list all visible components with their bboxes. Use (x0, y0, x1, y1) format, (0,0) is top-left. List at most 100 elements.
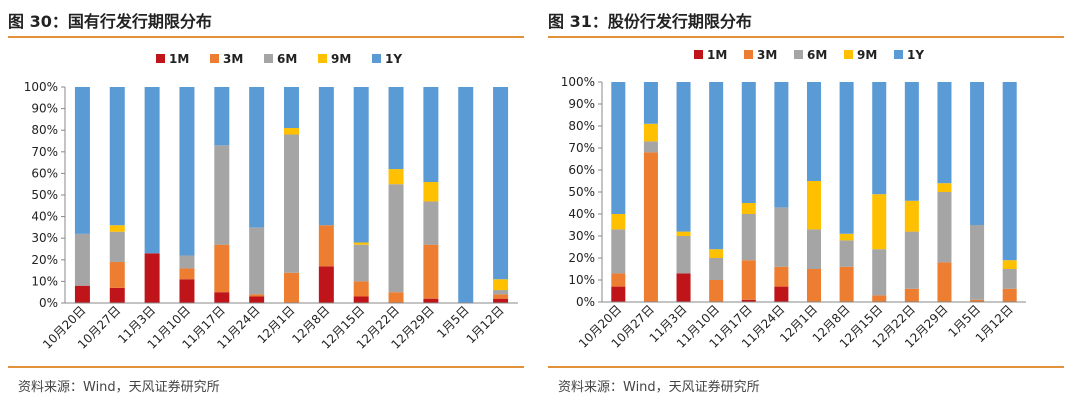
bar-segment-6m (709, 258, 724, 280)
bar-segment-1y (458, 87, 474, 303)
bar-segment-1y (388, 87, 404, 170)
bar-segment-6m (741, 214, 756, 261)
bar-segment-6m (109, 231, 125, 262)
legend-swatch-9m (318, 54, 327, 63)
bar-segment-1y (214, 87, 230, 146)
y-tick-label: 80% (31, 123, 58, 137)
y-tick-label: 20% (568, 251, 595, 265)
bar-segment-3m (423, 244, 439, 299)
legend-swatch-9m (844, 50, 853, 59)
bar-segment-6m (74, 233, 90, 286)
bar-segment-3m (611, 273, 626, 287)
bar-segment-1y (937, 82, 952, 184)
legend-swatch-3m (210, 54, 219, 63)
bar-segment-6m (806, 229, 822, 269)
bar-segment-1y (493, 87, 509, 280)
bar-segment-9m (741, 203, 756, 214)
y-tick-label: 40% (31, 210, 58, 224)
legend-label: 3M (223, 52, 243, 66)
bar-segment-3m (806, 269, 822, 302)
y-tick-label: 50% (31, 188, 58, 202)
bar-segment-1y (144, 87, 160, 254)
bar-segment-1m (74, 285, 90, 303)
legend-swatch-1y (372, 54, 381, 63)
bar-segment-9m (904, 200, 919, 232)
bar-segment-1y (741, 82, 756, 203)
bar-segment-9m (388, 169, 404, 185)
legend-swatch-1m (694, 50, 703, 59)
bar-segment-6m (1002, 269, 1017, 289)
bar-segment-9m (839, 233, 854, 241)
bar-segment-1y (904, 82, 919, 201)
y-tick-label: 10% (31, 274, 58, 288)
bar-segment-9m (806, 181, 822, 230)
bar-segment-6m (839, 240, 854, 267)
bar-segment-3m (318, 225, 334, 267)
bar-segment-3m (643, 152, 658, 302)
y-tick-label: 60% (31, 166, 58, 180)
bar-segment-1y (423, 87, 439, 183)
bar-segment-1m (353, 296, 369, 303)
bar-segment-3m (970, 299, 985, 302)
legend-swatch-6m (264, 54, 273, 63)
bar-segment-9m (872, 194, 887, 250)
bar-segment-6m (611, 229, 626, 274)
bar-segment-6m (774, 207, 789, 267)
bar-segment-1m (774, 286, 789, 302)
legend-swatch-6m (794, 50, 803, 59)
bar-segment-6m (872, 249, 887, 296)
bar-segment-9m (284, 128, 299, 135)
source-note: 资料来源：Wind，天风证券研究所 (558, 380, 760, 395)
left-panel: 图 30：国有行发行期限分布 0% 10% 20% 30% 40% 50% 60% 70% 80… (8, 0, 528, 409)
bar-segment-3m (872, 295, 887, 302)
bar-segment-1m (676, 273, 691, 302)
bar-segment-1m (423, 298, 439, 303)
bar-segment-3m (249, 294, 265, 297)
bar-segment-1y (970, 82, 985, 225)
bar-segment-3m (709, 280, 724, 302)
legend-label: 6M (277, 52, 297, 66)
y-tick-label: 70% (31, 145, 58, 159)
bar-segment-1m (249, 296, 265, 303)
bar-segment-3m (179, 268, 195, 280)
bar-segment-1y (611, 82, 626, 214)
bar-segment-6m (970, 225, 985, 300)
bar-segment-3m (904, 288, 919, 302)
footer-divider (548, 366, 1064, 368)
bar-segment-3m (109, 261, 125, 288)
bar-segment-3m (284, 272, 299, 303)
bar-segment-1y (1002, 82, 1017, 261)
bar-segment-1y (774, 82, 789, 208)
y-tick-label: 90% (31, 102, 58, 116)
legend-label: 9M (331, 52, 351, 66)
bar-segment-9m (493, 279, 509, 291)
bar-segment-6m (493, 290, 509, 295)
bar-segment-9m (109, 225, 125, 232)
legend-label: 9M (857, 48, 877, 62)
bar-segment-1y (109, 87, 125, 226)
y-tick-label: 30% (31, 231, 58, 245)
bar-segment-1m (144, 253, 160, 303)
bar-segment-1y (179, 87, 195, 256)
bar-segment-9m (423, 182, 439, 202)
bar-segment-1y (353, 87, 369, 243)
bar-segment-1y (643, 82, 658, 124)
legend-swatch-1m (156, 54, 165, 63)
bar-segment-3m (741, 260, 756, 300)
bar-segment-1y (872, 82, 887, 195)
bar-segment-6m (643, 141, 658, 153)
bar-segment-1y (249, 87, 265, 228)
bar-segment-1y (318, 87, 334, 226)
bar-segment-1m (179, 279, 195, 303)
title-divider (548, 36, 1064, 38)
right-panel: 图 31：股份行发行期限分布 0% 10% 20% 30% 40% 50% 60% 70% 80… (548, 0, 1068, 409)
bar-segment-9m (676, 231, 691, 236)
y-tick-label: 50% (568, 185, 595, 199)
bar-segment-1m (741, 299, 756, 302)
bar-segment-9m (1002, 260, 1017, 269)
title-divider (8, 36, 524, 38)
bar-segment-1y (709, 82, 724, 250)
y-tick-label: 90% (568, 97, 595, 111)
bar-segment-3m (1002, 288, 1017, 302)
bar-segment-3m (388, 292, 404, 303)
